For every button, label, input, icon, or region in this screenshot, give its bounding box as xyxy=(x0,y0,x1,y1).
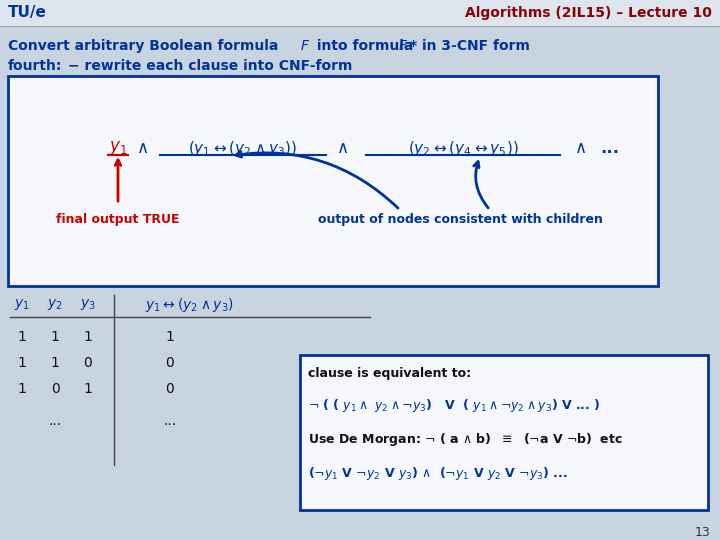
Text: 1: 1 xyxy=(84,330,92,344)
Text: into formula: into formula xyxy=(312,39,418,53)
Text: 1: 1 xyxy=(50,330,60,344)
Text: fourth:: fourth: xyxy=(8,59,63,73)
Text: − rewrite each clause into CNF-form: − rewrite each clause into CNF-form xyxy=(68,59,352,73)
Text: $y_1 \leftrightarrow ( y_2 \wedge y_3 )$: $y_1 \leftrightarrow ( y_2 \wedge y_3 )$ xyxy=(145,296,234,314)
FancyBboxPatch shape xyxy=(0,0,720,26)
Text: $y_3$: $y_3$ xyxy=(80,298,96,313)
Text: output of nodes consistent with children: output of nodes consistent with children xyxy=(318,213,603,226)
Text: 1: 1 xyxy=(50,356,60,370)
Text: Algorithms (2IL15) – Lecture 10: Algorithms (2IL15) – Lecture 10 xyxy=(465,6,712,20)
Text: $F$: $F$ xyxy=(300,39,310,53)
Text: 0: 0 xyxy=(84,356,92,370)
Text: 1: 1 xyxy=(17,330,27,344)
Text: 1: 1 xyxy=(84,382,92,396)
Text: 1: 1 xyxy=(17,356,27,370)
Text: 0: 0 xyxy=(50,382,59,396)
Text: Use De Morgan: $\neg$ ( a $\wedge$ b)  $\equiv$  ($\neg$a V $\neg$b)  etc: Use De Morgan: $\neg$ ( a $\wedge$ b) $\… xyxy=(308,430,623,448)
Text: $\neg$ ( ( $y_1\wedge\ y_2\wedge \neg y_3$)   V  ( $y_1\wedge \neg y_2\wedge y_3: $\neg$ ( ( $y_1\wedge\ y_2\wedge \neg y_… xyxy=(308,396,600,414)
Text: * in 3-CNF form: * in 3-CNF form xyxy=(410,39,530,53)
Text: 1: 1 xyxy=(166,330,174,344)
Text: ...: ... xyxy=(600,139,620,157)
Text: ($\neg y_1$ V $\neg y_2$ V $y_3$) $\wedge$  ($\neg y_1$ V $y_2$ V $\neg y_3$) ..: ($\neg y_1$ V $\neg y_2$ V $y_3$) $\wedg… xyxy=(308,464,567,482)
Text: ...: ... xyxy=(48,414,62,428)
Text: $y_2$: $y_2$ xyxy=(47,298,63,313)
Text: ...: ... xyxy=(163,414,176,428)
Text: 13: 13 xyxy=(694,525,710,538)
Text: clause is equivalent to:: clause is equivalent to: xyxy=(308,367,471,380)
Text: $(y_2 \leftrightarrow ( y_4\leftrightarrow y_5 ))$: $(y_2 \leftrightarrow ( y_4\leftrightarr… xyxy=(408,138,518,158)
Text: $F$: $F$ xyxy=(398,39,408,53)
Text: $\wedge$: $\wedge$ xyxy=(336,139,348,157)
FancyBboxPatch shape xyxy=(8,76,658,286)
Text: Convert arbitrary Boolean formula: Convert arbitrary Boolean formula xyxy=(8,39,283,53)
Text: 0: 0 xyxy=(166,356,174,370)
Text: 0: 0 xyxy=(166,382,174,396)
Text: $(y_1 \leftrightarrow ( y_2\wedge y_3 ))$: $(y_1 \leftrightarrow ( y_2\wedge y_3 ))… xyxy=(189,138,297,158)
Text: $\wedge$: $\wedge$ xyxy=(574,139,586,157)
Text: TU/e: TU/e xyxy=(8,5,47,21)
Text: 1: 1 xyxy=(17,382,27,396)
FancyBboxPatch shape xyxy=(300,355,708,510)
Text: $y_1$: $y_1$ xyxy=(14,298,30,313)
Text: $\wedge$: $\wedge$ xyxy=(136,139,148,157)
Text: final output TRUE: final output TRUE xyxy=(56,213,180,226)
Text: $y_1$: $y_1$ xyxy=(109,139,127,157)
